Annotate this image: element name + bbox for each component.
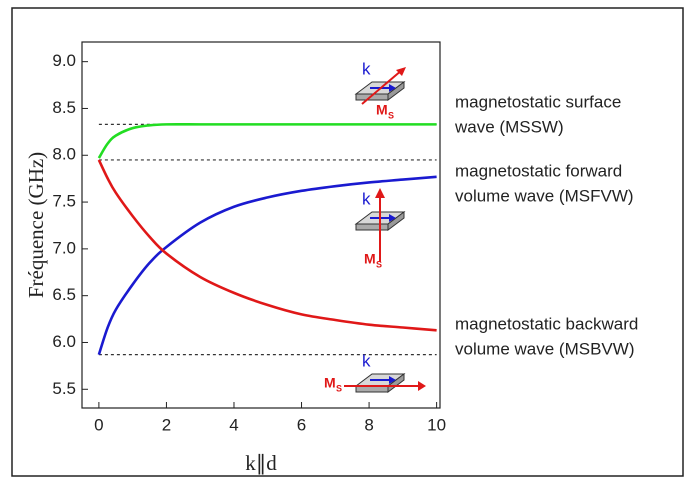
annotation: wave (MSSW)	[454, 117, 564, 136]
m-subscript: S	[388, 110, 394, 120]
m-label: M	[364, 251, 376, 267]
y-tick-label: 5.5	[52, 379, 76, 398]
plot-frame	[81, 41, 441, 409]
x-tick-label: 10	[427, 415, 446, 434]
m-subscript: S	[336, 383, 342, 393]
x-tick-label: 8	[364, 415, 373, 434]
plate-end	[387, 81, 405, 101]
y-tick-label: 7.0	[52, 238, 76, 257]
k-head	[389, 214, 396, 222]
y-axis-label: Fréquence (GHz)	[24, 152, 48, 298]
y-tick-label: 7.5	[52, 192, 76, 211]
x-tick-label: 2	[162, 415, 171, 434]
m-label: M	[324, 375, 336, 391]
annotation: magnetostatic backward	[455, 314, 638, 333]
annotation: magnetostatic surface	[455, 92, 621, 111]
k-label: k	[362, 59, 371, 78]
y-tick-label: 8.0	[52, 145, 76, 164]
geometry-icon: k M S	[354, 59, 406, 120]
annotation: magnetostatic forward	[455, 161, 622, 180]
annotation: volume wave (MSBVW)	[455, 339, 634, 358]
m-head	[375, 188, 385, 198]
k-label: k	[362, 189, 371, 208]
m-subscript: S	[376, 259, 382, 269]
x-tick-label: 6	[297, 415, 306, 434]
m-label: M	[376, 102, 388, 118]
y-tick-label: 9.0	[52, 51, 76, 70]
series-line	[97, 123, 437, 159]
outer-frame	[11, 7, 684, 477]
y-tick-label: 6.5	[52, 285, 76, 304]
geometry-icon: k M S	[354, 188, 406, 269]
x-tick-label: 0	[94, 415, 103, 434]
m-arrow	[361, 69, 403, 105]
geometry-icon: k M S	[324, 351, 426, 393]
x-tick-label: 4	[229, 415, 238, 434]
plate-end	[387, 211, 405, 231]
series-line	[97, 159, 437, 332]
annotation: volume wave (MSFVW)	[455, 186, 634, 205]
y-tick-label: 8.5	[52, 98, 76, 117]
x-axis-label: k∥d	[245, 451, 277, 475]
m-head	[396, 67, 406, 76]
y-tick-label: 6.0	[52, 332, 76, 351]
series-line	[97, 175, 437, 356]
k-label: k	[362, 351, 371, 370]
k-head	[389, 376, 396, 384]
plate-end	[387, 373, 405, 393]
k-head	[389, 84, 396, 92]
plate-side	[355, 223, 389, 231]
m-head	[418, 381, 426, 391]
